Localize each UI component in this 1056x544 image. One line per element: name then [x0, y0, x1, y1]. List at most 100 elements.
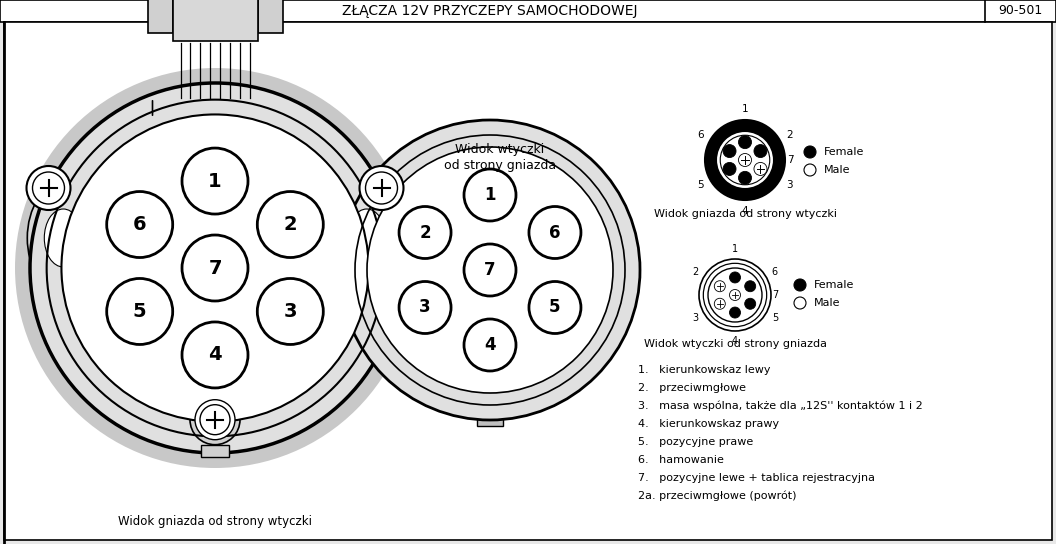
Circle shape [33, 172, 64, 204]
Text: od strony gniazda: od strony gniazda [444, 158, 557, 171]
Ellipse shape [44, 209, 82, 267]
Circle shape [699, 259, 771, 331]
Text: 2: 2 [786, 129, 792, 139]
Text: 6: 6 [133, 215, 147, 234]
Circle shape [464, 244, 516, 296]
Text: 2.   przeciwmgłowe: 2. przeciwmgłowe [638, 383, 746, 393]
Text: 4: 4 [732, 336, 738, 346]
Text: Male: Male [824, 165, 850, 175]
Text: 5: 5 [698, 181, 704, 190]
Circle shape [182, 148, 248, 214]
Circle shape [794, 297, 806, 309]
Text: 6: 6 [698, 129, 704, 139]
Text: 7: 7 [788, 155, 794, 165]
Text: 2: 2 [283, 215, 297, 234]
Text: 7: 7 [772, 290, 778, 300]
Text: 4: 4 [208, 345, 222, 364]
Text: 4: 4 [741, 206, 749, 216]
Circle shape [340, 120, 640, 420]
Circle shape [26, 166, 71, 210]
Bar [0, 0, 1056, 22]
Text: 3: 3 [692, 313, 698, 323]
Text: Widok wtyczki: Widok wtyczki [455, 144, 545, 157]
Text: 5.   pozycyjne prawe: 5. pozycyjne prawe [638, 437, 753, 447]
Circle shape [754, 163, 767, 175]
Text: ZŁĄCZA 12V PRZYCZEPY SAMOCHODOWEJ: ZŁĄCZA 12V PRZYCZEPY SAMOCHODOWEJ [342, 4, 638, 18]
Text: 7.   pozycyjne lewe + tablica rejestracyjna: 7. pozycyjne lewe + tablica rejestracyjn… [638, 473, 875, 483]
Text: 90-501: 90-501 [998, 4, 1042, 17]
Circle shape [359, 166, 403, 210]
Circle shape [716, 131, 774, 189]
Circle shape [258, 279, 323, 344]
Text: Widok gniazda od strony wtyczki: Widok gniazda od strony wtyczki [654, 209, 836, 219]
Text: 5: 5 [133, 302, 147, 321]
Text: 1: 1 [485, 186, 495, 204]
Ellipse shape [341, 197, 393, 279]
Circle shape [794, 279, 806, 291]
Text: 4.   kierunkowskaz prawy: 4. kierunkowskaz prawy [638, 419, 779, 429]
Circle shape [200, 405, 230, 435]
Text: Widok wtyczki od strony gniazda: Widok wtyczki od strony gniazda [643, 339, 827, 349]
Circle shape [367, 147, 612, 393]
Bar [148, 0, 172, 33]
Text: 6: 6 [772, 267, 778, 277]
Circle shape [738, 135, 752, 149]
Circle shape [464, 319, 516, 371]
Text: 7: 7 [208, 258, 222, 277]
Circle shape [714, 281, 725, 292]
Circle shape [258, 191, 323, 257]
Bar [172, 0, 258, 41]
Circle shape [723, 145, 736, 158]
Circle shape [744, 298, 756, 310]
Text: 1: 1 [741, 104, 749, 114]
Text: 3: 3 [419, 299, 431, 317]
Text: 7: 7 [485, 261, 496, 279]
Circle shape [714, 298, 725, 310]
Text: 2: 2 [692, 267, 698, 277]
Text: Widok gniazda od strony wtyczki: Widok gniazda od strony wtyczki [118, 516, 312, 529]
Text: 5: 5 [772, 313, 778, 323]
Circle shape [399, 207, 451, 258]
Text: Female: Female [814, 280, 854, 290]
Ellipse shape [27, 183, 99, 293]
Circle shape [365, 172, 397, 204]
Circle shape [182, 235, 248, 301]
Text: 4: 4 [485, 336, 496, 354]
Circle shape [730, 272, 740, 283]
Circle shape [195, 400, 235, 440]
Ellipse shape [37, 197, 90, 279]
Circle shape [744, 281, 756, 292]
Circle shape [723, 163, 736, 175]
Circle shape [754, 145, 767, 158]
Bar [201, 445, 229, 457]
Circle shape [30, 83, 400, 453]
Text: Male: Male [814, 298, 841, 308]
Circle shape [190, 395, 240, 444]
Circle shape [529, 207, 581, 258]
Bar [477, 416, 503, 426]
Circle shape [804, 146, 816, 158]
Text: 3: 3 [284, 302, 297, 321]
Circle shape [182, 322, 248, 388]
Text: 6.   hamowanie: 6. hamowanie [638, 455, 723, 465]
Circle shape [107, 279, 173, 344]
Circle shape [804, 164, 816, 176]
Text: 2a. przeciwmgłowe (powrót): 2a. przeciwmgłowe (powrót) [638, 491, 796, 501]
Ellipse shape [347, 209, 385, 267]
Text: 2: 2 [419, 224, 431, 242]
Circle shape [464, 169, 516, 221]
Circle shape [738, 153, 752, 166]
Circle shape [738, 171, 752, 184]
Text: Female: Female [824, 147, 865, 157]
Bar [258, 0, 283, 33]
Text: 5: 5 [549, 299, 561, 317]
Circle shape [399, 281, 451, 333]
Text: 3: 3 [786, 181, 792, 190]
Text: 6: 6 [549, 224, 561, 242]
Circle shape [705, 120, 785, 200]
Circle shape [730, 307, 740, 318]
Circle shape [529, 281, 581, 333]
Circle shape [730, 289, 740, 300]
Text: 1: 1 [208, 171, 222, 190]
Circle shape [107, 191, 173, 257]
